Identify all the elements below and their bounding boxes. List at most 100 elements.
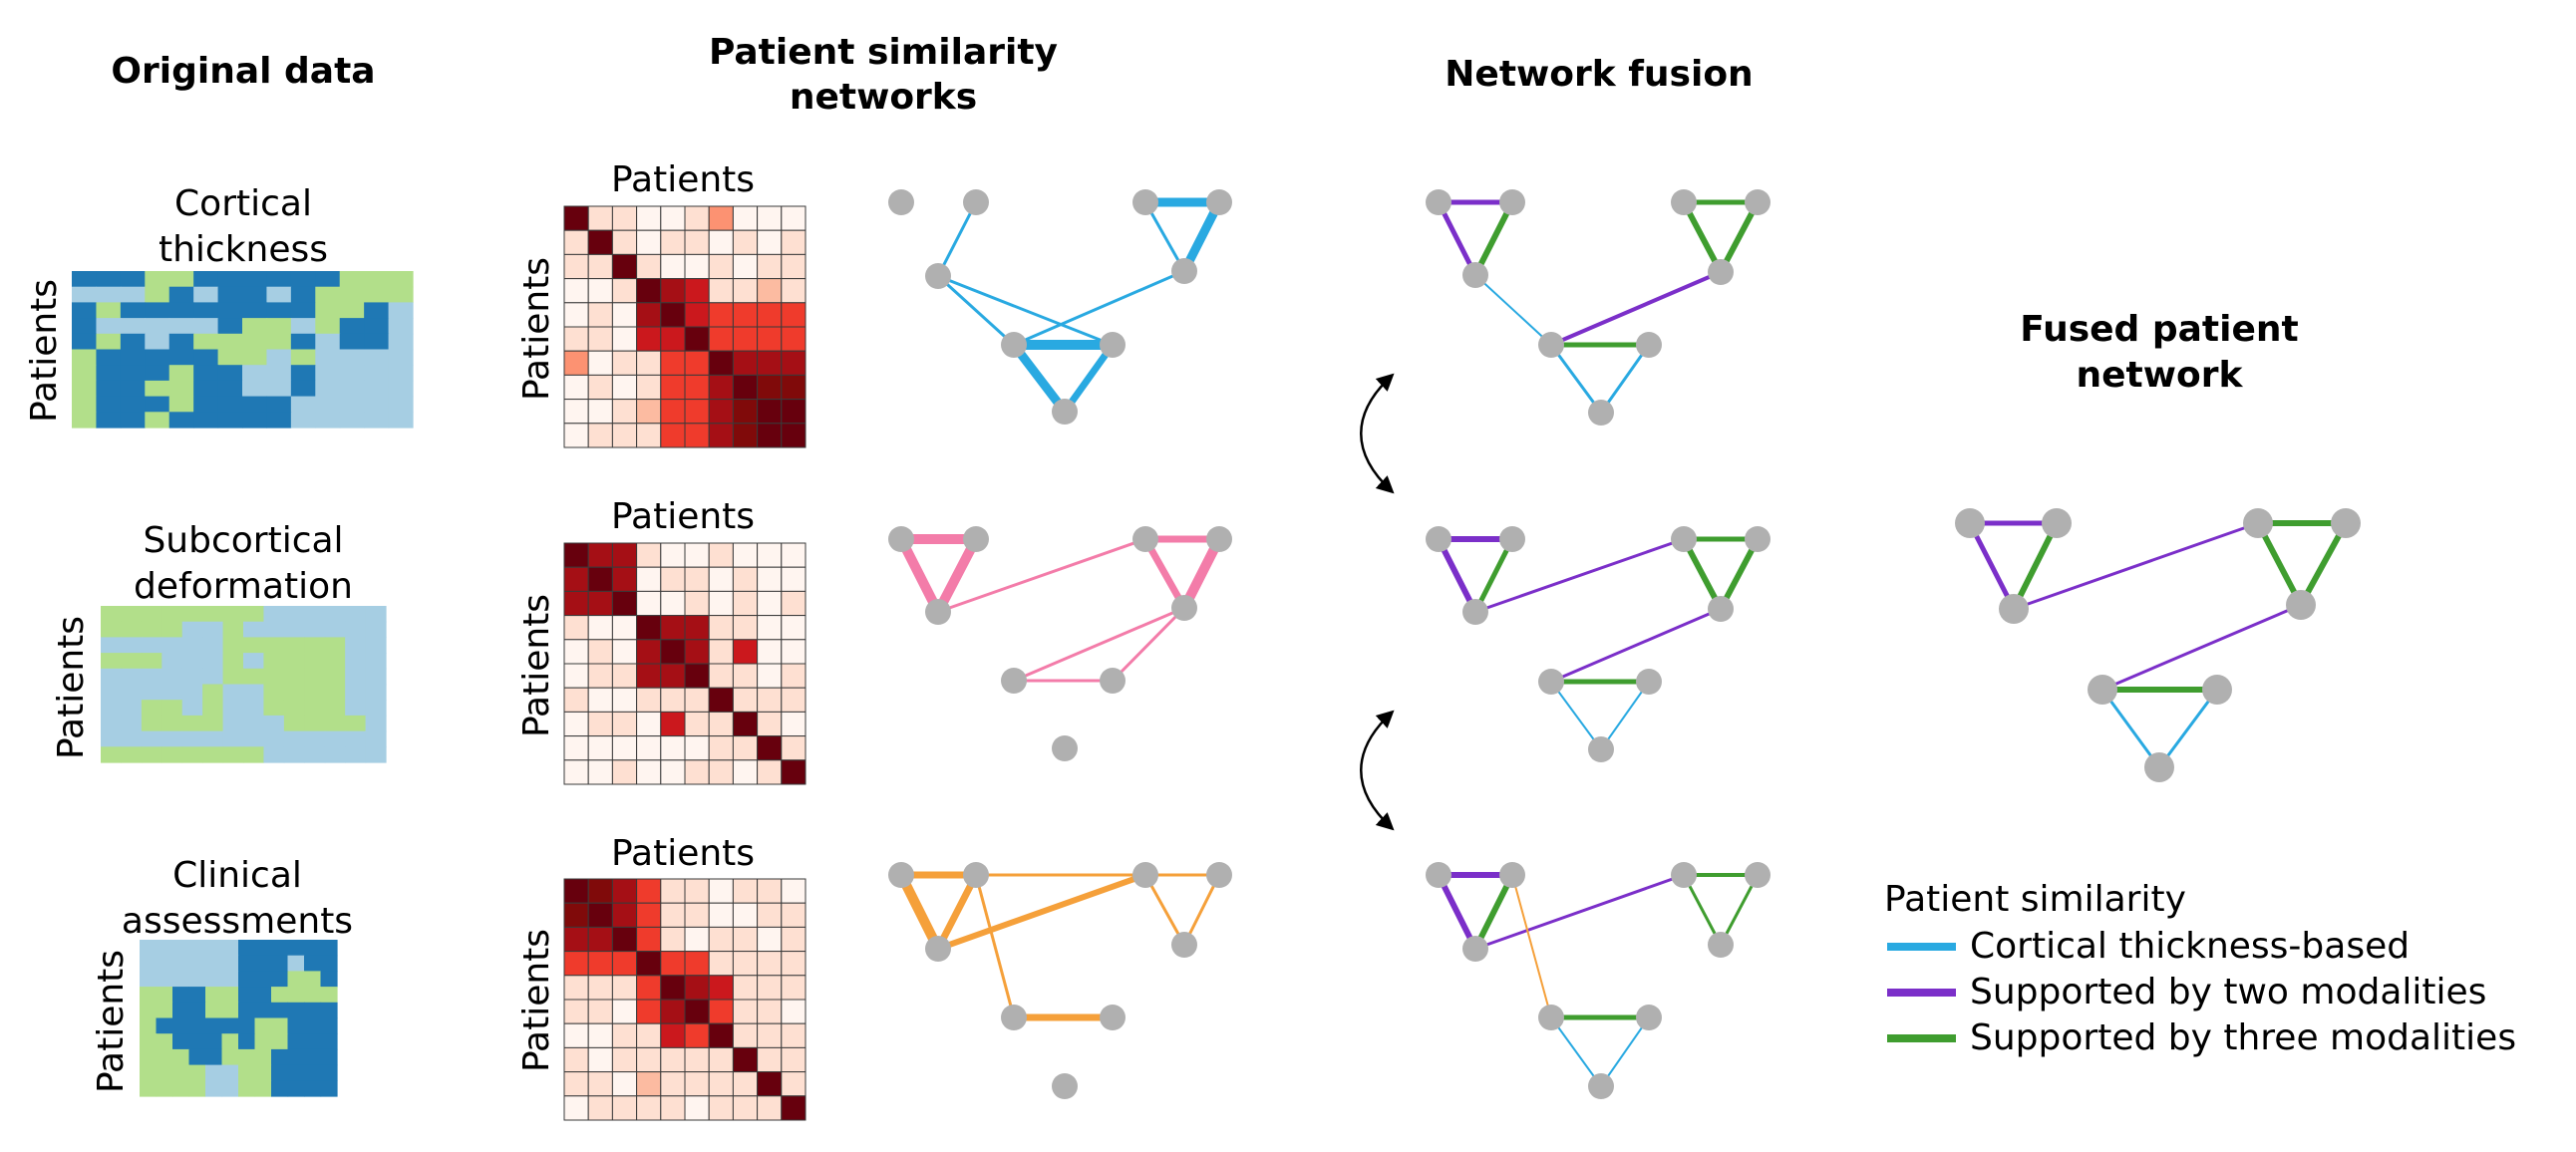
matrix-cell [660,253,686,280]
matrix-cell [757,374,783,401]
matrix-cell [611,735,638,761]
network-edge [1143,873,1186,947]
matrix-cell [781,350,806,376]
matrix-cell [684,590,710,617]
network-edge [896,534,943,617]
row-title-cortical-1: Cortical [174,183,312,224]
heatmap-cell [287,1033,305,1050]
matrix-cell [636,759,662,785]
heatmap-cell [145,412,170,429]
matrix-cell [757,711,783,737]
matrix-cell [781,566,806,592]
heatmap-cell [141,606,162,623]
matrix-cell [611,711,638,737]
clinical-assessments-data-heatmap [140,940,338,1097]
network-edge [934,871,980,953]
matrix-cell [708,542,734,568]
heatmap-cell [287,1064,305,1081]
heatmap-cell [101,715,123,732]
matrix-cell [636,975,662,1001]
matrix-cell [611,278,638,304]
matrix-cell [781,278,806,304]
patient-node [1636,669,1662,695]
header-patient-similarity-networks-line2: networks [790,77,977,118]
patient-node [963,189,989,215]
matrix-cell [660,302,686,328]
heatmap-cell [221,987,239,1004]
heatmap-cell [202,684,224,701]
heatmap-cell [72,349,98,366]
patient-node [1052,1073,1078,1099]
matrix-cell [587,566,613,592]
network-edge [1550,681,1602,750]
heatmap-cell [72,380,98,398]
heatmap-cell [254,1064,272,1081]
heatmap-cell [290,318,316,335]
clinical-similarity-matrix [563,878,806,1121]
heatmap-cell [365,668,387,686]
matrix-cell [757,735,783,761]
matrix-cell [660,1046,686,1073]
patient-node [1052,399,1078,425]
heatmap-cell [238,1002,256,1019]
heatmap-cell [304,715,326,732]
matrix-cell [660,1022,686,1048]
matrix-cell [587,759,613,785]
heatmap-cell [205,1048,223,1066]
matrix-cell [757,878,783,904]
heatmap-cell [315,318,341,335]
matrix-cell [660,711,686,737]
patient-node [1132,189,1158,215]
matrix-cell [563,542,589,568]
heatmap-cell [222,653,244,670]
heatmap-cell [141,730,162,747]
heatmap-cell [120,302,146,319]
heatmap-cell [315,302,341,319]
heatmap-cell [238,987,256,1004]
matrix-cell [732,735,759,761]
matrix-cell [708,926,734,953]
matrix-cell [636,902,662,928]
matrix-cell [636,1046,662,1073]
heatmap-cell [263,637,285,654]
matrix-cell [781,926,806,953]
heatmap-cell [364,333,390,351]
network-edge [933,534,981,617]
matrix-cell [563,350,589,376]
matrix-cell [781,302,806,328]
matrix-cell [611,374,638,401]
heatmap-cell [202,700,224,717]
matrix-cell [708,350,734,376]
matrix-cell [757,399,783,425]
heatmap-cell [304,987,322,1004]
matrix-cell [732,374,759,401]
heatmap-cell [283,637,305,654]
heatmap-cell [156,987,173,1004]
row-title-subcortical-1: Subcortical [143,520,343,561]
heatmap-cell [193,271,219,288]
heatmap-cell [263,746,285,763]
matrix-cell [660,374,686,401]
heatmap-cell [141,621,162,638]
heatmap-cell [221,1017,239,1034]
heatmap-cell [365,746,387,763]
matrix-cell [708,229,734,255]
matrix-cell [684,951,710,977]
heatmap-cell [242,412,268,429]
heatmap-cell [238,1017,256,1034]
heatmap-cell [304,637,326,654]
heatmap-cell [168,271,194,288]
heatmap-cell [242,302,268,319]
heatmap-cell [238,971,256,988]
heatmap-cell [188,971,206,988]
heatmap-cell [168,318,194,335]
patient-node [925,599,951,625]
matrix-cell [611,999,638,1024]
network-edge [936,200,978,278]
heatmap-cell [324,606,346,623]
matrix-cell [563,302,589,328]
heatmap-cell [254,987,272,1004]
matrix-cell [684,326,710,352]
heatmap-cell [121,668,143,686]
matrix-cell [708,423,734,448]
